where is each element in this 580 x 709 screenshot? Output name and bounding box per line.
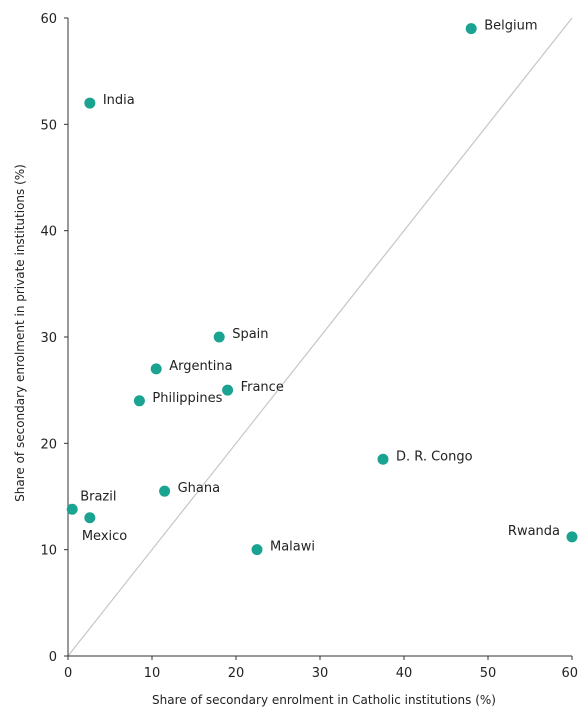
data-point — [84, 97, 96, 109]
data-point-label: Spain — [232, 327, 268, 342]
data-point — [377, 453, 389, 465]
data-point-label: Philippines — [152, 391, 222, 406]
x-tick-label: 0 — [64, 666, 72, 681]
y-tick-label: 50 — [40, 118, 57, 133]
data-point-label: France — [241, 380, 284, 395]
data-point-label: Mexico — [82, 529, 127, 544]
x-tick-label: 50 — [480, 666, 497, 681]
diagonal-reference-line — [67, 17, 573, 657]
data-point — [251, 544, 263, 556]
data-point — [66, 503, 78, 515]
data-point-label: Argentina — [169, 359, 232, 374]
data-point-label: D. R. Congo — [396, 449, 473, 464]
data-point-label: Rwanda — [508, 524, 560, 539]
y-axis-title: Share of secondary enrolment in private … — [13, 164, 27, 502]
x-tick-label: 20 — [228, 666, 245, 681]
data-point-label: Brazil — [80, 489, 116, 504]
data-point — [213, 331, 225, 343]
data-point — [159, 485, 171, 497]
data-point — [84, 512, 96, 524]
y-tick-label: 10 — [40, 544, 57, 559]
data-point — [150, 363, 162, 375]
data-point-label: India — [103, 93, 135, 108]
data-point-label: Ghana — [178, 481, 221, 496]
data-point — [133, 395, 145, 407]
y-tick-label: 30 — [40, 331, 57, 346]
data-point — [465, 23, 477, 35]
x-axis-title: Share of secondary enrolment in Catholic… — [152, 693, 496, 707]
x-tick-label: 10 — [144, 666, 161, 681]
y-axis: 0 10 20 30 40 50 60 — [40, 12, 69, 665]
y-tick-label: 60 — [40, 12, 57, 27]
x-tick-label: 30 — [312, 666, 329, 681]
y-tick-label: 40 — [40, 225, 57, 240]
y-tick-label: 20 — [40, 437, 57, 452]
data-points: Belgium India Spain Argentina France Philippi… — [66, 19, 578, 556]
data-point — [222, 384, 234, 396]
data-point-label: Malawi — [270, 540, 315, 555]
data-point-label: Belgium — [484, 19, 537, 34]
y-tick-label: 0 — [49, 650, 57, 665]
x-tick-label: 40 — [396, 666, 413, 681]
x-tick-label: 60 — [561, 666, 578, 681]
x-axis: 0 10 20 30 40 50 60 — [64, 655, 578, 681]
data-point — [566, 531, 578, 543]
